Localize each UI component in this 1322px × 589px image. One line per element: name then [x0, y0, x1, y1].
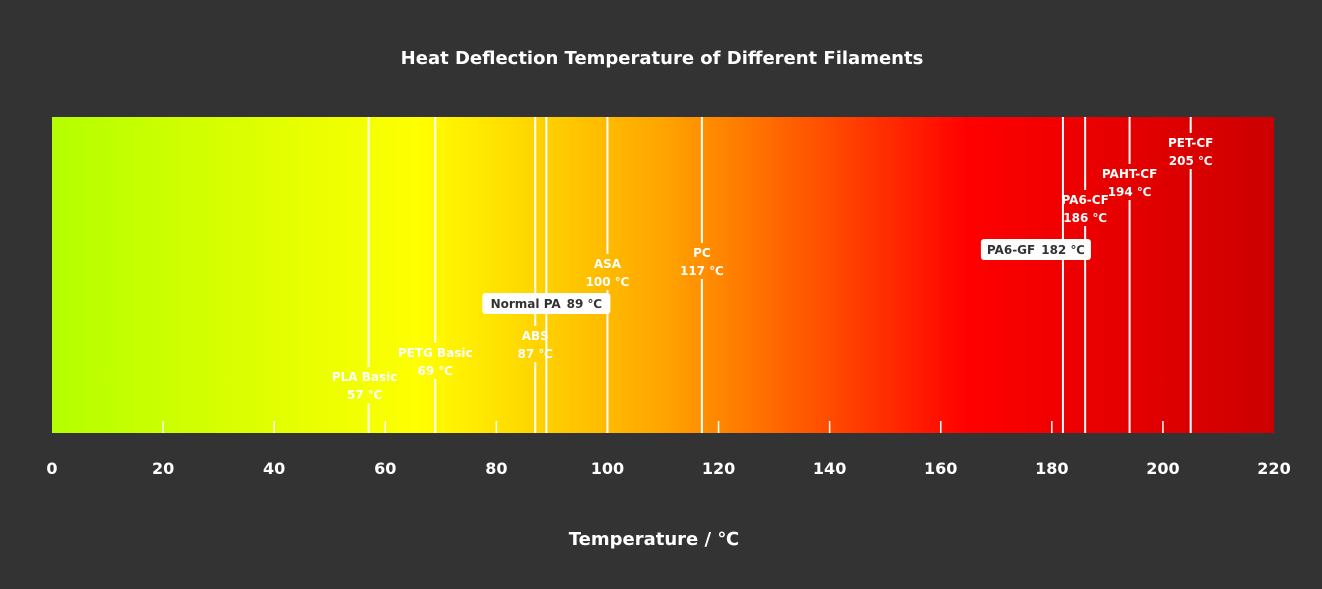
material-pet-cf: PET-CF 205 ℃	[1168, 117, 1213, 433]
tick-label: 140	[813, 459, 846, 478]
material-name: ASA	[594, 257, 622, 271]
tick-label: 180	[1035, 459, 1068, 478]
material-markers: PLA Basic 57 ℃ PETG Basic 69 ℃ ABS 87 ℃ Normal…	[332, 117, 1213, 433]
material-label-box	[980, 239, 1091, 260]
material-name: PET-CF	[1168, 136, 1213, 150]
material-value: 205 ℃	[1169, 154, 1213, 168]
material-value: 87 ℃	[518, 347, 553, 361]
material-label: PA6-GF 182 ℃	[987, 243, 1085, 257]
material-name: Normal PA	[491, 297, 562, 311]
x-axis-label: Temperature / ℃	[569, 529, 739, 550]
material-name: PA6-CF	[1061, 193, 1108, 207]
material-pa6-gf: PA6-GF 182 ℃	[980, 117, 1091, 433]
material-value: 69 ℃	[418, 364, 453, 378]
tick-label: 80	[485, 459, 507, 478]
material-value: 182 ℃	[1041, 243, 1085, 257]
material-label: Normal PA 89 ℃	[491, 297, 603, 311]
tick-label: 220	[1257, 459, 1290, 478]
material-abs: ABS 87 ℃	[518, 117, 553, 433]
material-value: 186 ℃	[1063, 211, 1107, 225]
chart-title: Heat Deflection Temperature of Different…	[401, 48, 924, 69]
tick-label: 100	[591, 459, 624, 478]
material-name: PETG Basic	[398, 346, 473, 360]
material-asa: ASA 100 ℃	[586, 117, 630, 433]
tick-label: 40	[263, 459, 285, 478]
x-axis-tick-labels: 0 20 40 60 80 100 120 140 160 180 200 220	[46, 459, 1290, 478]
tick-label: 160	[924, 459, 957, 478]
material-name: PC	[693, 246, 711, 260]
material-name: PAHT-CF	[1102, 167, 1157, 181]
tick-label: 20	[152, 459, 174, 478]
tick-label: 60	[374, 459, 396, 478]
material-value: 100 ℃	[586, 275, 630, 289]
material-value: 194 ℃	[1108, 185, 1152, 199]
material-value: 57 ℃	[347, 388, 382, 402]
material-pa6-cf: PA6-CF 186 ℃	[1061, 117, 1109, 433]
material-name: PLA Basic	[332, 370, 398, 384]
material-value: 89 ℃	[567, 297, 602, 311]
material-pla-basic: PLA Basic 57 ℃	[332, 117, 398, 433]
tick-label: 120	[702, 459, 735, 478]
material-label-box	[482, 293, 611, 314]
material-pc: PC 117 ℃	[680, 117, 724, 433]
material-name: ABS	[522, 329, 549, 343]
temperature-gradient-bar	[52, 117, 1274, 433]
material-value: 117 ℃	[680, 264, 724, 278]
tick-label: 200	[1146, 459, 1179, 478]
material-name: PA6-GF	[987, 243, 1035, 257]
material-petg-basic: PETG Basic 69 ℃	[398, 117, 473, 433]
material-normal-pa: Normal PA 89 ℃	[482, 117, 611, 433]
material-paht-cf: PAHT-CF 194 ℃	[1102, 117, 1157, 433]
tick-label: 0	[46, 459, 57, 478]
